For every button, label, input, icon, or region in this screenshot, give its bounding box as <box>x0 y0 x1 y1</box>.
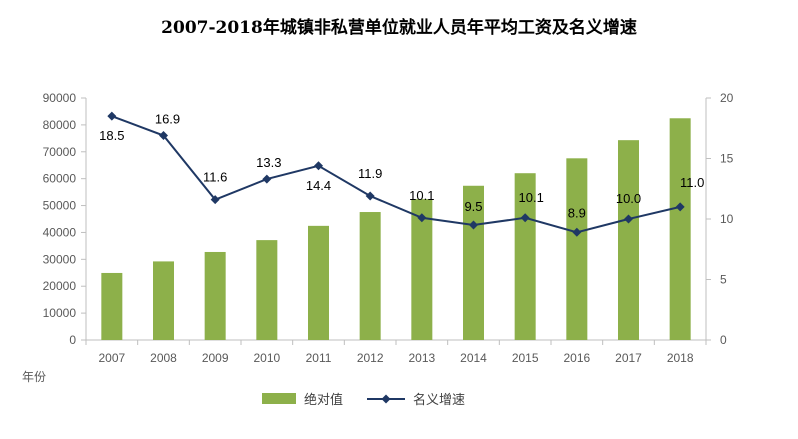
left-tick-label: 80000 <box>43 118 77 132</box>
right-tick-label: 10 <box>720 212 734 226</box>
line-marker <box>572 227 582 237</box>
line-marker <box>107 111 117 121</box>
line-marker <box>210 195 220 205</box>
growth-line <box>111 115 681 234</box>
line-marker <box>520 213 530 223</box>
line-marker <box>469 220 478 230</box>
x-tick-label: 2012 <box>357 351 384 365</box>
x-tick-label: 2015 <box>512 351 539 365</box>
line-data-label: 10.0 <box>616 191 641 206</box>
legend-line-label: 名义增速 <box>413 392 465 407</box>
bar <box>411 199 433 340</box>
line-data-label: 10.1 <box>519 190 544 205</box>
line-data-label: 11.6 <box>203 170 227 185</box>
chart-title: 2007-2018年城镇非私营单位就业人员年平均工资及名义增速 <box>161 18 637 38</box>
bar <box>566 158 588 340</box>
bar <box>669 118 691 340</box>
x-tick-label: 2016 <box>563 351 590 365</box>
x-tick-label: 2014 <box>460 351 487 365</box>
left-tick-label: 50000 <box>43 199 77 213</box>
left-tick-label: 70000 <box>43 145 77 159</box>
legend-bar-swatch <box>262 393 296 404</box>
line-data-label: 18.5 <box>99 128 124 143</box>
left-tick-label: 10000 <box>43 306 77 320</box>
right-tick-label: 20 <box>720 91 734 105</box>
x-tick-label: 2017 <box>615 351 642 365</box>
bar <box>153 261 174 340</box>
x-axis-label: 年份 <box>22 370 46 384</box>
right-tick-label: 5 <box>720 273 727 287</box>
line-marker <box>624 214 633 224</box>
line-marker <box>262 174 272 184</box>
x-tick-label: 2011 <box>306 351 332 365</box>
x-tick-label: 2008 <box>150 351 177 365</box>
x-tick-label: 2010 <box>253 351 280 365</box>
line-data-label: 13.3 <box>256 155 281 170</box>
right-tick-label: 0 <box>720 333 727 347</box>
left-tick-label: 30000 <box>43 252 77 266</box>
bar <box>618 140 639 340</box>
x-tick-label: 2007 <box>98 351 125 365</box>
line-data-label: 11.0 <box>680 175 704 190</box>
line-data-label: 8.9 <box>568 205 586 220</box>
right-tick-label: 15 <box>720 152 734 166</box>
left-tick-label: 60000 <box>43 172 77 186</box>
bar <box>514 173 536 340</box>
line-data-label: 9.5 <box>464 199 482 214</box>
line-marker <box>417 213 427 223</box>
legend-line-marker <box>381 394 391 404</box>
line-data-label: 10.1 <box>409 188 434 203</box>
left-tick-label: 0 <box>69 333 76 347</box>
bar <box>256 240 278 340</box>
line-data-label: 14.4 <box>306 178 331 193</box>
bar <box>359 212 381 340</box>
line-marker <box>675 202 685 212</box>
bar <box>308 225 329 340</box>
x-tick-label: 2013 <box>408 351 435 365</box>
line-marker <box>314 161 323 171</box>
left-tick-label: 40000 <box>43 225 77 239</box>
x-tick-label: 2009 <box>202 351 229 365</box>
line-marker <box>365 191 375 201</box>
bar <box>204 251 226 340</box>
line-marker <box>159 131 168 141</box>
bar <box>101 272 123 340</box>
left-tick-label: 90000 <box>43 91 77 105</box>
line-data-label: 16.9 <box>155 112 180 127</box>
left-tick-label: 20000 <box>43 279 77 293</box>
line-data-label: 11.9 <box>358 166 382 181</box>
legend-bar-label: 绝对值 <box>304 392 343 407</box>
x-tick-label: 2018 <box>667 351 694 365</box>
